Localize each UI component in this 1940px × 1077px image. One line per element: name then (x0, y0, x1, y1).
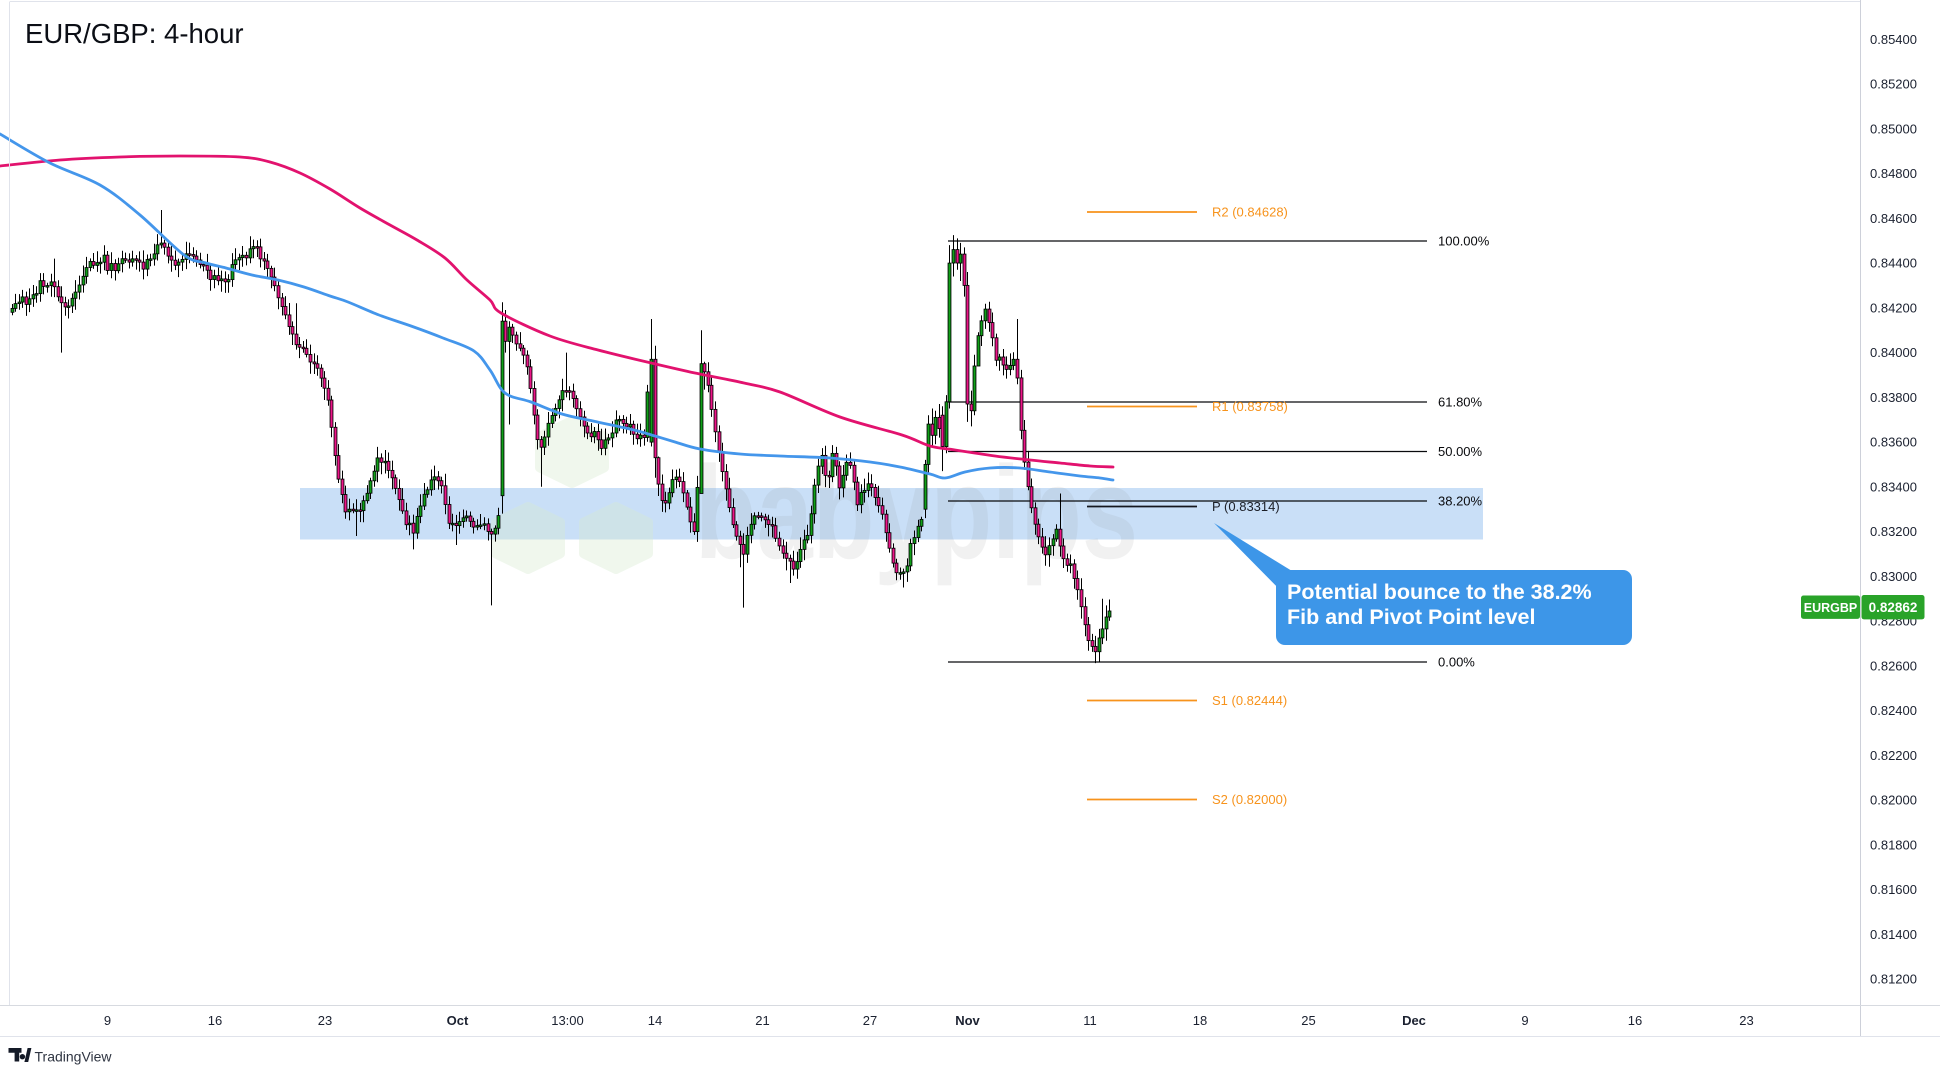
svg-text:0.81200: 0.81200 (1870, 972, 1917, 987)
svg-text:Potential bounce to the 38.2%: Potential bounce to the 38.2% (1287, 580, 1592, 604)
svg-text:38.20%: 38.20% (1438, 494, 1483, 509)
svg-text:25: 25 (1301, 1013, 1315, 1028)
svg-text:0.82600: 0.82600 (1870, 658, 1917, 673)
svg-text:R1 (0.83758): R1 (0.83758) (1212, 399, 1288, 414)
svg-text:0.82200: 0.82200 (1870, 748, 1917, 763)
svg-text:50.00%: 50.00% (1438, 444, 1483, 459)
svg-text:S1 (0.82444): S1 (0.82444) (1212, 693, 1287, 708)
svg-text:0.83800: 0.83800 (1870, 390, 1917, 405)
svg-text:0.81600: 0.81600 (1870, 882, 1917, 897)
svg-text:S2 (0.82000): S2 (0.82000) (1212, 792, 1287, 807)
svg-text:9: 9 (1521, 1013, 1528, 1028)
svg-text:0.85200: 0.85200 (1870, 77, 1917, 92)
svg-text:100.00%: 100.00% (1438, 234, 1490, 249)
svg-text:0.81800: 0.81800 (1870, 837, 1917, 852)
svg-text:EURGBP: EURGBP (1804, 601, 1857, 615)
svg-text:0.82862: 0.82862 (1869, 600, 1918, 615)
svg-text:TradingView: TradingView (35, 1049, 113, 1065)
svg-text:0.83000: 0.83000 (1870, 569, 1917, 584)
svg-text:0.81400: 0.81400 (1870, 927, 1917, 942)
svg-text:0.84400: 0.84400 (1870, 256, 1917, 271)
svg-text:0.84200: 0.84200 (1870, 300, 1917, 315)
svg-text:R2 (0.84628): R2 (0.84628) (1212, 205, 1288, 220)
svg-text:16: 16 (1628, 1013, 1642, 1028)
svg-text:0.85400: 0.85400 (1870, 32, 1917, 47)
svg-text:Dec: Dec (1402, 1013, 1426, 1028)
svg-text:Fib and Pivot Point level: Fib and Pivot Point level (1287, 605, 1535, 629)
svg-text:0.85000: 0.85000 (1870, 121, 1917, 136)
svg-text:0.82400: 0.82400 (1870, 703, 1917, 718)
svg-text:0.83200: 0.83200 (1870, 524, 1917, 539)
svg-text:EUR/GBP: 4-hour: EUR/GBP: 4-hour (25, 18, 244, 49)
svg-text:Oct: Oct (447, 1013, 469, 1028)
svg-text:0.83600: 0.83600 (1870, 435, 1917, 450)
svg-text:0.84600: 0.84600 (1870, 211, 1917, 226)
svg-text:0.00%: 0.00% (1438, 655, 1475, 670)
svg-text:13:00: 13:00 (551, 1013, 584, 1028)
svg-text:21: 21 (755, 1013, 769, 1028)
svg-text:P (0.83314): P (0.83314) (1212, 499, 1280, 514)
svg-text:14: 14 (648, 1013, 662, 1028)
svg-text:Nov: Nov (955, 1013, 980, 1028)
svg-text:23: 23 (318, 1013, 332, 1028)
svg-text:0.84800: 0.84800 (1870, 166, 1917, 181)
svg-text:0.83400: 0.83400 (1870, 479, 1917, 494)
svg-text:9: 9 (104, 1013, 111, 1028)
svg-text:16: 16 (208, 1013, 222, 1028)
svg-text:0.82000: 0.82000 (1870, 793, 1917, 808)
svg-text:18: 18 (1193, 1013, 1207, 1028)
svg-text:27: 27 (863, 1013, 877, 1028)
svg-text:23: 23 (1739, 1013, 1753, 1028)
svg-text:11: 11 (1083, 1013, 1097, 1028)
svg-text:0.84000: 0.84000 (1870, 345, 1917, 360)
svg-text:61.80%: 61.80% (1438, 395, 1483, 410)
